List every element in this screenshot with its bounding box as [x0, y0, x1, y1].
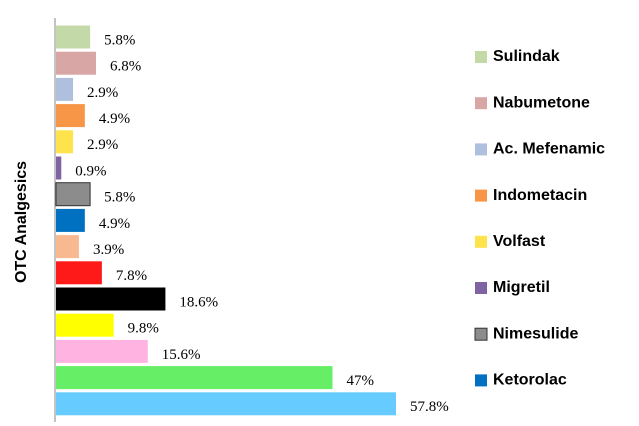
legend-swatch	[475, 189, 487, 202]
data-label: 5.8%	[104, 190, 135, 206]
bar	[56, 235, 79, 259]
bar	[56, 392, 396, 416]
bar	[56, 208, 85, 232]
legend-label: Sulindak	[493, 48, 560, 65]
y-axis-label: OTC Analgesics	[13, 161, 30, 283]
bar	[56, 313, 114, 337]
legend-swatch	[475, 97, 487, 110]
legend-swatch	[475, 282, 487, 294]
bar	[56, 130, 74, 154]
legend-label: Nabumetone	[493, 94, 590, 111]
data-label: 3.9%	[93, 242, 124, 258]
data-label: 18.6%	[179, 294, 218, 310]
bar	[56, 25, 91, 49]
legend-label: Indometacin	[493, 187, 587, 204]
data-label: 57.8%	[410, 399, 449, 415]
bar	[56, 287, 166, 311]
bar	[56, 77, 74, 101]
legend-swatch	[475, 374, 487, 387]
legend-label: Migretil	[493, 279, 550, 296]
bar	[55, 182, 91, 207]
data-label: 2.9%	[87, 137, 118, 153]
legend-label: Ac. Mefenamic	[493, 141, 605, 158]
data-label: 15.6%	[162, 347, 201, 363]
data-label: 0.9%	[75, 163, 106, 179]
legend-swatch	[475, 235, 487, 248]
legend-label: Volfast	[493, 233, 546, 250]
bar	[56, 156, 62, 180]
bar	[56, 261, 102, 285]
bar	[56, 104, 85, 128]
data-label: 4.9%	[99, 216, 130, 232]
data-label: 2.9%	[87, 85, 118, 101]
data-label: 7.8%	[116, 268, 147, 284]
legend-label: Ketorolac	[493, 372, 567, 389]
data-label: 6.8%	[110, 59, 141, 75]
legend-swatch	[475, 51, 487, 63]
data-label: 47%	[346, 373, 374, 389]
bar	[56, 339, 148, 363]
data-label: 9.8%	[128, 321, 159, 337]
bar	[56, 51, 96, 75]
legend-label: Nimesulide	[493, 325, 578, 342]
legend-swatch	[475, 143, 487, 156]
data-label: 4.9%	[99, 111, 130, 127]
data-label: 5.8%	[104, 32, 135, 48]
bar	[56, 366, 333, 390]
legend-swatch	[474, 327, 488, 341]
